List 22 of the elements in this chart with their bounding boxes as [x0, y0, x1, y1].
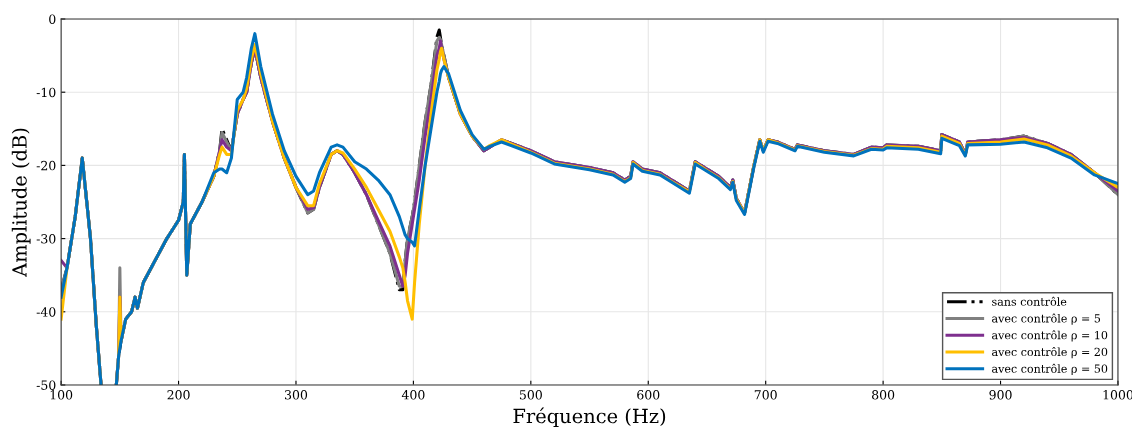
- x-axis-title: Fréquence (Hz): [513, 407, 666, 428]
- x-tick-label: 100: [50, 390, 73, 400]
- legend-label: sans contrôle: [992, 296, 1067, 306]
- x-tick-label: 600: [637, 390, 660, 400]
- y-tick-label: -50: [36, 380, 56, 390]
- x-tick-label: 700: [754, 390, 777, 400]
- legend-label: avec contrôle ρ = 50: [992, 363, 1108, 375]
- legend-label: avec contrôle ρ = 5: [992, 313, 1101, 325]
- x-tick-label: 900: [989, 390, 1012, 400]
- y-tick-label: 0: [49, 14, 56, 24]
- y-tick-label: -40: [36, 307, 56, 317]
- x-tick-label: 200: [167, 390, 190, 400]
- y-tick-label: -30: [36, 234, 56, 244]
- x-tick-label: 500: [519, 390, 542, 400]
- legend-label: avec contrôle ρ = 20: [992, 347, 1108, 359]
- x-tick-label: 800: [872, 390, 895, 400]
- y-tick-label: -20: [36, 160, 56, 171]
- legend-label: avec contrôle ρ = 10: [992, 330, 1108, 342]
- x-tick-label: 300: [285, 390, 308, 400]
- y-axis-title: Amplitude (dB): [11, 128, 31, 277]
- x-tick-label: 400: [401, 390, 425, 400]
- y-tick-label: -10: [36, 87, 56, 98]
